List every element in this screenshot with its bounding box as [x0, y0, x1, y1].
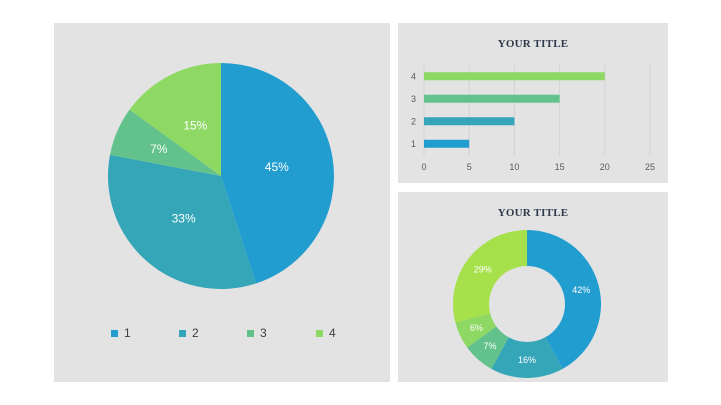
pie-slice-2: [108, 154, 256, 289]
donut-chart-title: YOUR TITLE: [497, 207, 569, 219]
legend-label: 1: [124, 326, 131, 340]
bar-y-tick-label: 4: [411, 71, 416, 81]
bar-x-tick-label: 5: [467, 162, 472, 172]
bar-x-tick-label: 10: [509, 162, 519, 172]
bar-y-tick-label: 2: [411, 116, 416, 126]
donut-segment-0: [527, 230, 601, 369]
bar-4: [424, 72, 605, 81]
donut-chart: 42% 16% 7%6% 29%: [453, 230, 601, 378]
legend-swatch: [247, 329, 254, 337]
legend-item-4: 4: [316, 326, 336, 340]
donut-segment-3: [455, 313, 497, 348]
pie-legend: 1 2 3 4: [54, 326, 390, 342]
legend-label: 2: [192, 326, 199, 340]
bar-1: [424, 139, 470, 148]
donut-data-label-2: 7%: [483, 341, 496, 351]
pie-slice-1: [221, 63, 335, 284]
donut-data-label-0: 42%: [572, 285, 590, 295]
donut-segment-1: [491, 337, 563, 378]
bar-y-tick-label: 1: [411, 139, 416, 149]
legend-swatch: [111, 329, 118, 337]
pie-slice-4: [129, 63, 221, 176]
pie-data-label-1: 45%: [265, 160, 289, 174]
legend-label: 3: [260, 326, 267, 340]
pie-data-label-3: 7%: [150, 142, 168, 156]
bar-x-tick-label: 25: [645, 162, 655, 172]
pie-chart-panel: 45% 33% 7% 15% 1 2 3 4: [54, 23, 390, 382]
legend-label: 4: [329, 326, 336, 340]
donut-data-label-3: 6%: [470, 323, 483, 333]
donut-data-label-4: 29%: [474, 265, 492, 275]
bar-y-tick-label: 3: [411, 94, 416, 104]
donut-segment-4: [453, 230, 527, 323]
bar-x-tick-label: 15: [555, 162, 565, 172]
bar-x-tick-label: 0: [421, 162, 426, 172]
donut-segment-2: [467, 326, 509, 369]
legend-item-2: 2: [179, 326, 199, 340]
legend-swatch: [179, 329, 186, 337]
legend-item-1: 1: [111, 326, 131, 340]
bar-chart-panel: YOUR TITLE 0 5 10 15 20 25 1 2 3 4: [398, 23, 668, 183]
bar-chart: 0 5 10 15 20 25 1 2 3 4: [411, 65, 655, 172]
bar-3: [424, 94, 560, 103]
pie-data-label-4: 15%: [183, 119, 207, 133]
legend-swatch: [316, 329, 323, 337]
donut-data-label-1: 16%: [518, 355, 536, 365]
pie-data-label-2: 33%: [172, 211, 196, 225]
bar-x-tick-label: 20: [600, 162, 610, 172]
legend-item-3: 3: [247, 326, 267, 340]
pie-slice-3: [110, 109, 221, 176]
pie-chart: 45% 33% 7% 15%: [108, 63, 335, 289]
bar-chart-title: YOUR TITLE: [497, 38, 569, 50]
bar-2: [424, 117, 515, 126]
donut-chart-panel: YOUR TITLE 42% 16% 7% 6% 29%: [398, 192, 668, 382]
